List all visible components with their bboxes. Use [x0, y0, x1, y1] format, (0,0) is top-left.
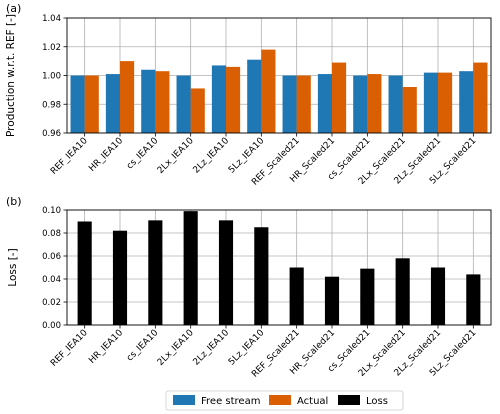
bar-free-stream-2lx-iea10 [176, 75, 191, 133]
bar-free-stream-2lz-iea10 [211, 65, 226, 133]
bar-actual-5lz-scaled21 [473, 62, 488, 133]
y-tick-label: 0.08 [42, 229, 61, 239]
bar-actual-cs-scaled21 [367, 74, 382, 133]
bar-loss-5lz-iea10 [254, 227, 269, 325]
legend-swatch-free-stream [173, 395, 195, 405]
bar-free-stream-ref-iea10 [70, 75, 85, 133]
bar-free-stream-cs-scaled21 [353, 75, 368, 133]
x-tick-label: 2Lz_IEA10 [192, 328, 232, 368]
legend-label-free-stream: Free stream [201, 396, 260, 407]
bar-free-stream-hr-iea10 [105, 74, 120, 133]
legend-label-actual: Actual [297, 396, 328, 407]
bar-free-stream-cs-iea10 [141, 69, 156, 133]
bar-loss-2lz-scaled21 [430, 267, 446, 325]
bar-free-stream-ref-scaled21 [282, 75, 297, 133]
legend-item-free-stream: Free stream [173, 395, 260, 407]
bar-loss-2lz-iea10 [218, 220, 234, 325]
x-tick-label: 2Lz_IEA10 [192, 136, 232, 176]
x-tick-label: REF_IEA10 [49, 136, 90, 177]
bar-loss-hr-scaled21 [324, 276, 340, 325]
bar-free-stream-hr-scaled21 [317, 74, 332, 133]
y-tick-label: 0.98 [42, 100, 61, 110]
bar-actual-hr-scaled21 [332, 62, 347, 133]
x-tick-label: 2Lx_IEA10 [156, 136, 196, 176]
y-tick-label: 0.06 [42, 252, 61, 262]
y-tick-label: 1.00 [42, 72, 61, 82]
bar-actual-5lz-iea10 [261, 49, 276, 133]
bar-loss-cs-iea10 [148, 220, 163, 325]
bar-loss-5lz-scaled21 [466, 274, 481, 325]
y-tick-label: 1.04 [42, 14, 61, 24]
y-tick-label: 0.10 [42, 206, 61, 216]
x-tick-label: cs_IEA10 [125, 328, 161, 364]
bar-loss-cs-scaled21 [360, 268, 375, 325]
bar-loss-ref-scaled21 [289, 267, 304, 325]
x-tick-label: HR_IEA10 [87, 136, 125, 174]
y-tick-label: 0.04 [42, 275, 61, 285]
y-tick-label: 0.00 [42, 321, 61, 331]
panel-a: (a) Production w.r.t. REF [-] 0.96 0.98 1.… [5, 2, 492, 188]
x-tick-label: HR_IEA10 [87, 328, 125, 366]
legend-swatch-loss [338, 395, 360, 405]
y-tick-label: 0.02 [42, 298, 61, 308]
bar-free-stream-2lx-scaled21 [388, 75, 403, 133]
bar-loss-2lx-scaled21 [395, 258, 410, 325]
y-tick-label: 0.96 [42, 129, 61, 139]
panel-b: (b) Loss [-] 0.00 0.02 0.04 0.06 0.08 0.10 RE… [6, 195, 492, 380]
panel-a-label: (a) [6, 2, 21, 15]
legend-swatch-actual [269, 395, 291, 405]
panel-b-y-axis-label: Loss [-] [7, 248, 19, 286]
x-tick-label: 2Lx_IEA10 [156, 328, 196, 368]
bar-loss-2lx-iea10 [183, 211, 198, 325]
bar-actual-2lz-iea10 [226, 66, 241, 133]
bar-actual-2lx-iea10 [190, 88, 205, 133]
panel-b-axes-frame [66, 209, 492, 326]
bar-loss-ref-iea10 [77, 221, 92, 325]
bar-free-stream-5lz-iea10 [247, 59, 262, 133]
bar-actual-2lz-scaled21 [438, 72, 453, 133]
bar-actual-ref-iea10 [84, 75, 99, 133]
bar-actual-ref-scaled21 [296, 75, 311, 133]
y-tick-label: 1.02 [42, 43, 61, 53]
legend-label-loss: Loss [366, 396, 388, 407]
bar-free-stream-2lz-scaled21 [423, 72, 438, 133]
panel-a-axes-frame [66, 17, 492, 134]
legend-item-actual: Actual [269, 395, 328, 407]
panel-b-label: (b) [6, 195, 22, 208]
legend-item-loss: Loss [338, 395, 388, 407]
bar-actual-cs-iea10 [155, 71, 170, 133]
bar-free-stream-5lz-scaled21 [459, 71, 474, 133]
panel-a-y-axis-label: Production w.r.t. REF [-] [5, 14, 17, 137]
x-tick-label: REF_IEA10 [49, 328, 90, 369]
bar-loss-hr-iea10 [112, 230, 128, 325]
x-tick-label: cs_IEA10 [125, 136, 161, 172]
bar-actual-2lx-scaled21 [402, 87, 417, 133]
bar-actual-hr-iea10 [120, 61, 135, 133]
legend: Free stream Actual Loss [165, 390, 404, 411]
